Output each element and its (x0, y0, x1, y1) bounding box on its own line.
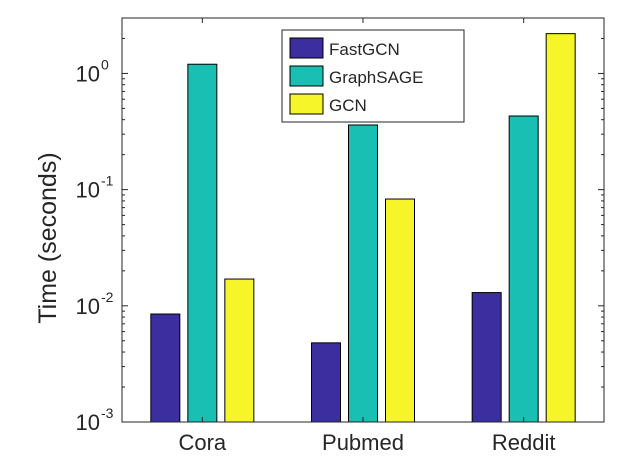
bar-graphsage-cora (187, 63, 218, 423)
bar-fastgcn-pubmed (311, 342, 341, 423)
y-tick-label: 10 (76, 410, 100, 435)
legend-label-graphsage: GraphSAGE (329, 68, 424, 87)
bar-graphsage-reddit (508, 115, 539, 423)
legend-swatch-graphsage (289, 65, 324, 87)
legend-label-gcn: GCN (329, 96, 367, 115)
y-tick-label: 10 (76, 178, 100, 203)
legend-swatch-gcn (289, 93, 324, 115)
bar-gcn-cora (224, 278, 255, 423)
bar-gcn-reddit (545, 33, 576, 423)
y-axis-title: Time (seconds) (34, 152, 62, 323)
bars-layer (150, 33, 576, 423)
y-tick-label: 10 (76, 294, 100, 319)
y-tick-exponent: 0 (101, 56, 109, 72)
legend: FastGCN GraphSAGE GCN (281, 29, 465, 123)
y-tick-exponent: -1 (101, 173, 114, 189)
bar-fastgcn-cora (150, 313, 181, 423)
legend-swatch-fastgcn (289, 37, 324, 59)
y-tick-label: 10 (76, 61, 100, 86)
y-tick-exponent: -3 (101, 405, 114, 421)
bar-graphsage-pubmed (348, 124, 378, 423)
x-tick-label: Reddit (492, 430, 556, 455)
bar-fastgcn-reddit (471, 292, 502, 423)
x-tick-label: Pubmed (322, 430, 404, 455)
legend-label-fastgcn: FastGCN (329, 40, 400, 59)
x-tick-label: Cora (178, 430, 226, 455)
y-tick-exponent: -2 (101, 289, 114, 305)
bar-gcn-pubmed (385, 198, 415, 423)
